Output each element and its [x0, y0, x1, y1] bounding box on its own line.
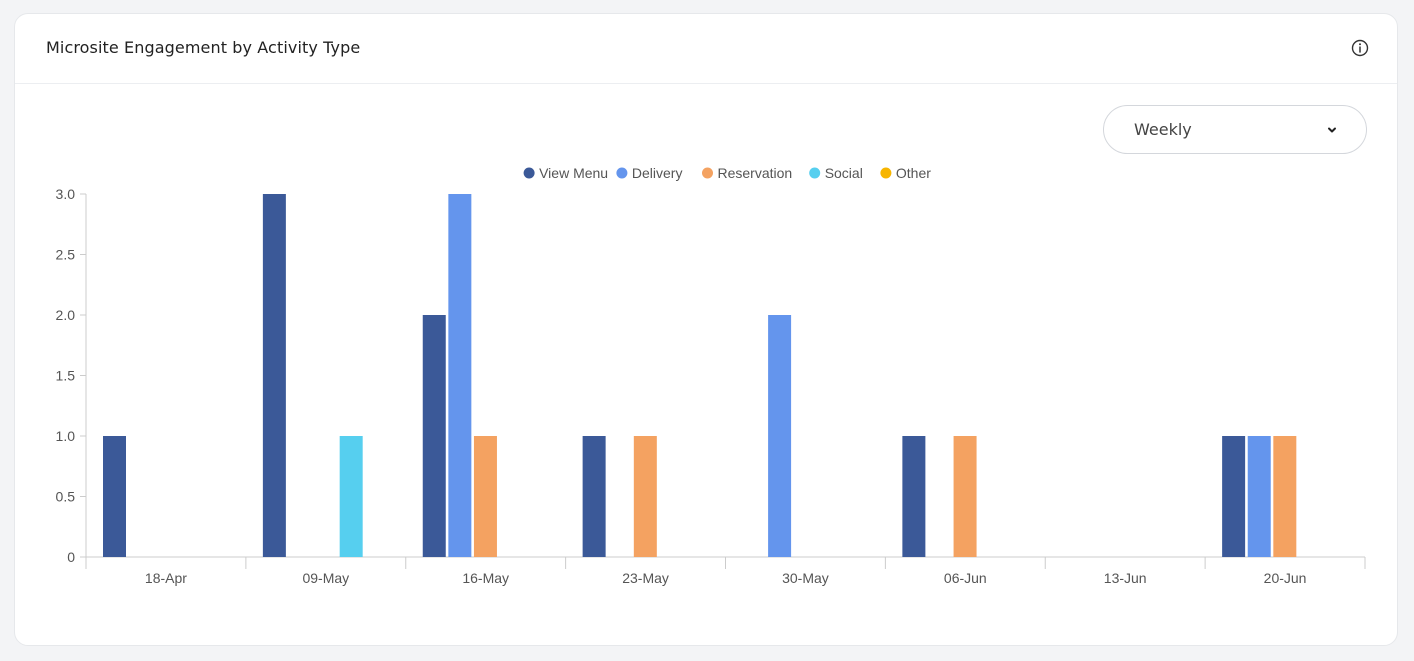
info-icon[interactable] [1351, 39, 1369, 57]
legend-marker [809, 167, 821, 179]
card-title: Microsite Engagement by Activity Type [46, 38, 361, 57]
legend-marker [616, 167, 628, 179]
x-tick-label: 30-May [782, 570, 829, 586]
bar-chart: 0 0.5 1.0 1.5 2.0 2.5 3.0 18-Apr 09-May 16-May 23-… [56, 165, 1366, 586]
y-tick-label: 1.0 [56, 428, 76, 444]
y-tick-label: 2.5 [56, 247, 76, 263]
legend-marker [523, 167, 535, 179]
legend-label: View Menu [539, 165, 608, 181]
x-tick-label: 13-Jun [1104, 570, 1147, 586]
bar [1273, 436, 1297, 557]
x-tick-label: 16-May [462, 570, 509, 586]
legend-label: Delivery [632, 165, 683, 181]
period-select[interactable]: Weekly [1103, 105, 1367, 154]
bar [1247, 436, 1271, 557]
bar [582, 436, 606, 557]
bar [422, 315, 446, 557]
legend-marker [702, 167, 713, 179]
bar [473, 436, 497, 557]
y-tick-label: 1.5 [56, 368, 76, 384]
bar [339, 436, 363, 557]
bar [262, 194, 286, 557]
engagement-card: Microsite Engagement by Activity Type We… [14, 13, 1398, 646]
chevron-down-icon [1328, 127, 1336, 133]
bar [953, 436, 977, 557]
bar [768, 315, 792, 557]
x-tick-label: 09-May [302, 570, 349, 586]
x-tick-label: 20-Jun [1264, 570, 1307, 586]
legend-label: Social [825, 165, 863, 181]
legend-label: Reservation [718, 165, 793, 181]
bar [633, 436, 657, 557]
bar [902, 436, 926, 557]
legend-marker [880, 167, 892, 179]
y-tick-label: 0.5 [56, 489, 76, 505]
x-tick-label: 18-Apr [145, 570, 187, 586]
y-tick-label: 3.0 [56, 186, 76, 202]
x-tick-label: 23-May [622, 570, 669, 586]
period-select-value: Weekly [1134, 120, 1192, 139]
bar [448, 194, 472, 557]
x-tick-label: 06-Jun [944, 570, 987, 586]
legend-label: Other [896, 165, 931, 181]
card-header: Microsite Engagement by Activity Type [15, 14, 1397, 84]
bar [1222, 436, 1246, 557]
y-tick-label: 0 [67, 549, 75, 565]
y-tick-label: 2.0 [56, 307, 76, 323]
bar [103, 436, 126, 557]
